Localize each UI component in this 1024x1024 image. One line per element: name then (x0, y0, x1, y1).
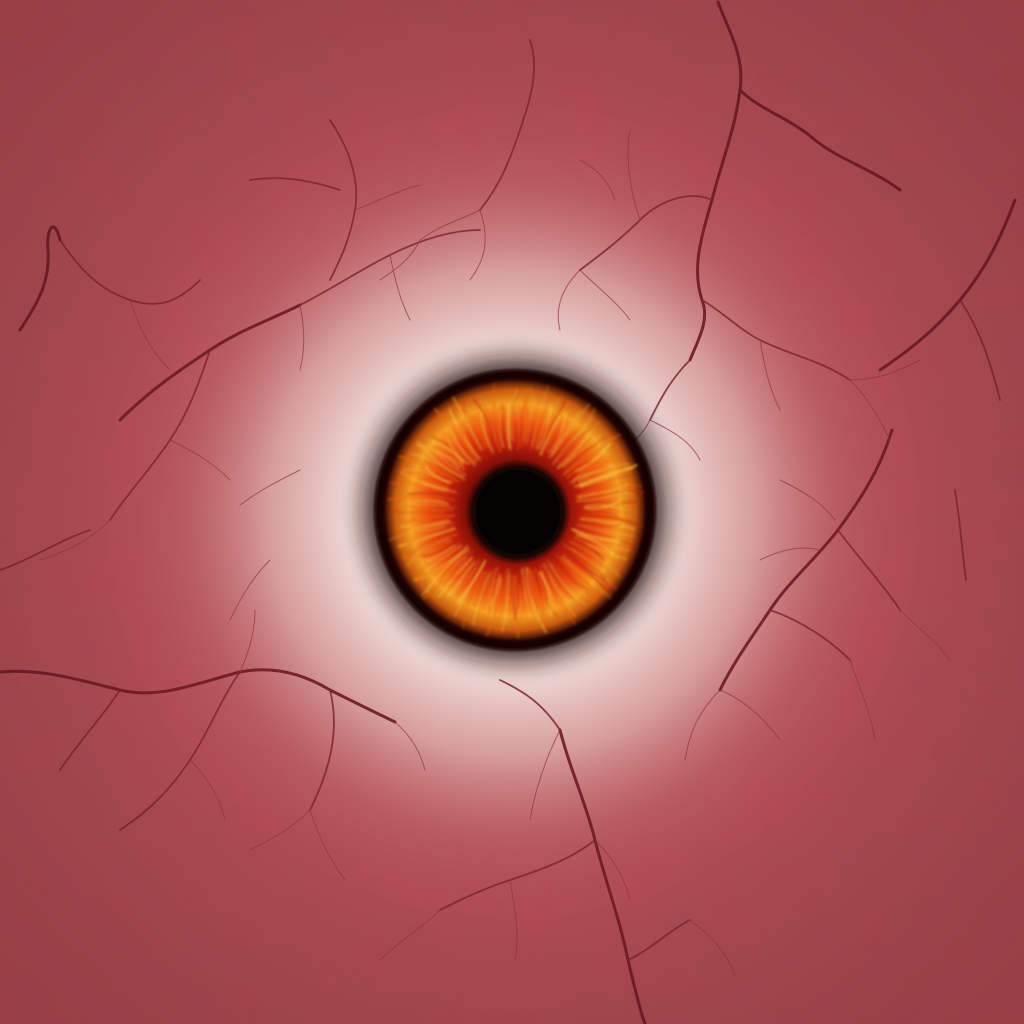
eye-texture-scene (0, 0, 1024, 1024)
eye-illustration (0, 0, 1024, 1024)
vignette (0, 0, 1024, 1024)
